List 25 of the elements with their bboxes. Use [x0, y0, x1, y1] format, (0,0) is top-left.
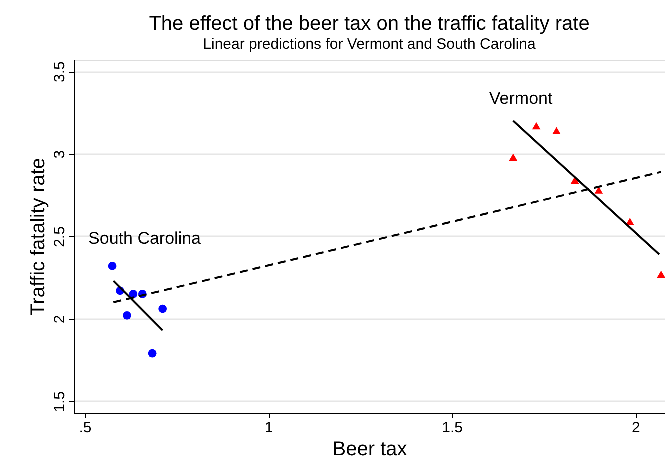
- point: [552, 127, 561, 135]
- point: [532, 122, 541, 130]
- y-tick-label: 1.5: [52, 392, 68, 412]
- point: [123, 312, 132, 320]
- y-axis-title: Traffic fatality rate: [28, 158, 50, 316]
- point: [657, 270, 665, 278]
- point: [594, 186, 604, 194]
- y-tick-label: 2: [52, 315, 68, 324]
- point: [129, 290, 138, 298]
- point: [108, 262, 117, 270]
- chart-subtitle: Linear predictions for Vermont and South Carolina: [203, 36, 536, 53]
- y-tick-label: 2.5: [52, 226, 68, 248]
- point: [158, 304, 168, 314]
- annotation: Vermont: [489, 88, 553, 108]
- point: [148, 349, 157, 358]
- x-tick-label: .5: [79, 420, 92, 436]
- x-axis-title: Beer tax: [332, 438, 408, 460]
- x-tick-label: 1.5: [442, 420, 464, 436]
- point: [509, 154, 518, 161]
- x-tick-label: 2: [632, 420, 640, 436]
- chart-title: The effect of the beer tax on the traffic fatality rate: [149, 13, 590, 35]
- annotation: South Carolina: [88, 229, 202, 248]
- y-tick-label: 3: [52, 150, 68, 159]
- x-tick-label: 1: [264, 420, 274, 436]
- y-tick-label: 3.5: [52, 62, 68, 82]
